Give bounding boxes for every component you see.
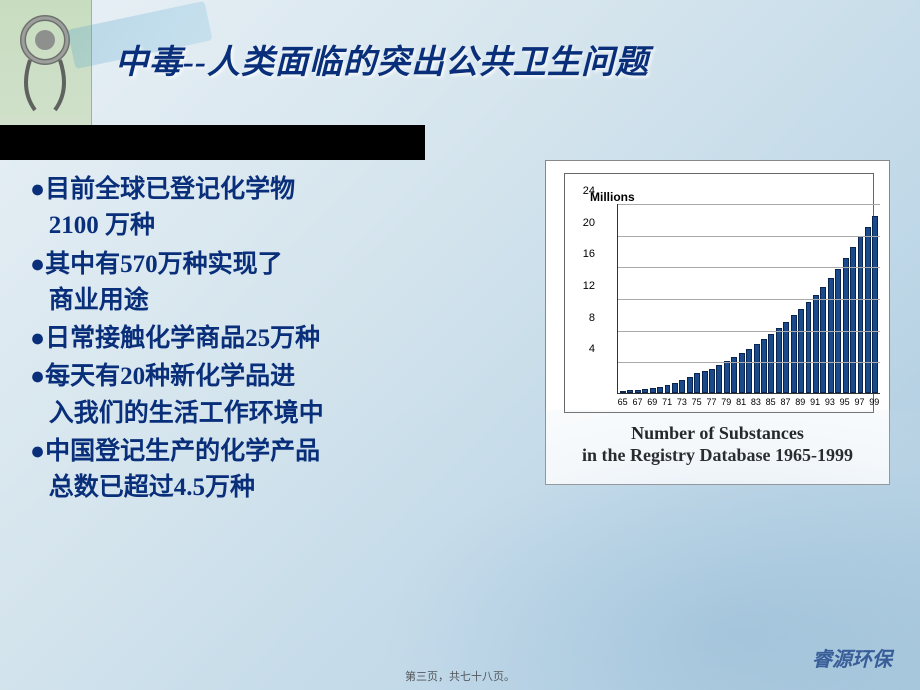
chart-bar <box>620 391 626 393</box>
chart-bar <box>635 390 641 393</box>
chart-bar <box>872 216 878 393</box>
chart-bar <box>776 328 782 393</box>
chart-x-tick: 85 <box>766 397 776 407</box>
bullet-item: ●其中有570万种实现了 商业用途 <box>30 247 510 320</box>
chart-x-tick: 83 <box>751 397 761 407</box>
chart-bar <box>672 383 678 393</box>
black-divider-bar <box>0 125 425 160</box>
chart-x-tick: 89 <box>795 397 805 407</box>
chart-bar <box>679 380 685 393</box>
chart-bar <box>650 388 656 393</box>
chart-x-tick: 69 <box>647 397 657 407</box>
chart-gridline <box>618 204 880 205</box>
chart-caption-line2: in the Registry Database 1965-1999 <box>582 445 853 465</box>
chart-y-axis-label: Millions <box>590 190 635 204</box>
bullet-item: ●目前全球已登记化学物 2100 万种 <box>30 172 510 245</box>
chart-bars <box>620 203 878 393</box>
bullet-item: ●中国登记生产的化学产品 总数已超过4.5万种 <box>30 434 510 507</box>
brand-label: 睿源环保 <box>812 643 892 672</box>
chart-y-tick: 24 <box>580 185 595 197</box>
chart-gridline <box>618 362 880 363</box>
chart-bar <box>709 369 715 393</box>
chart-bar <box>627 390 633 393</box>
chart-x-tick: 93 <box>825 397 835 407</box>
chart-x-tick: 65 <box>618 397 628 407</box>
chart-x-tick: 77 <box>706 397 716 407</box>
chart-bar <box>850 247 856 393</box>
chart-bar <box>783 322 789 393</box>
chart-bar <box>739 353 745 393</box>
bullet-item: ●日常接触化学商品25万种 <box>30 321 510 357</box>
slide-title: 中毒--人类面临的突出公共卫生问题 <box>115 35 649 83</box>
chart-bar <box>820 287 826 393</box>
chart-x-tick: 97 <box>854 397 864 407</box>
chart-bar <box>791 315 797 393</box>
chart-gridline <box>618 236 880 237</box>
chart-x-tick: 71 <box>662 397 672 407</box>
chart-x-tick: 87 <box>780 397 790 407</box>
chart-x-tick: 67 <box>632 397 642 407</box>
chart-bar <box>687 377 693 393</box>
chart-bar <box>865 227 871 393</box>
chart-container: Millions 65 67 69 71 73 75 77 79 81 83 85 87 89 91 93 9… <box>545 160 890 485</box>
chart-bar <box>642 389 648 393</box>
chart-bar <box>694 373 700 393</box>
chart-bar <box>746 349 752 393</box>
chart-bar <box>716 365 722 393</box>
chart-x-tick: 75 <box>692 397 702 407</box>
chart-bar <box>657 387 663 393</box>
chart-bar <box>761 339 767 393</box>
chart-y-tick: 12 <box>580 280 595 292</box>
chart-bar <box>813 295 819 393</box>
chart-bar <box>798 309 804 393</box>
chart-bar <box>702 371 708 393</box>
chart-x-tick: 99 <box>869 397 879 407</box>
chart-y-tick: 20 <box>580 217 595 229</box>
stethoscope-icon <box>10 10 80 120</box>
chart-x-tick: 91 <box>810 397 820 407</box>
chart-caption-line1: Number of Substances <box>631 423 804 443</box>
chart-x-tick: 81 <box>736 397 746 407</box>
chart-bar <box>724 361 730 393</box>
chart-bar <box>858 236 864 393</box>
chart-gridline <box>618 267 880 268</box>
chart-gridline <box>618 331 880 332</box>
chart-x-tick: 79 <box>721 397 731 407</box>
chart-bar <box>754 344 760 393</box>
chart-caption: Number of Substances in the Registry Dat… <box>546 423 889 466</box>
chart-x-tick: 73 <box>677 397 687 407</box>
chart-y-tick: 8 <box>580 312 595 324</box>
page-indicator: 第三页，共七十八页。 <box>405 668 515 684</box>
bullet-list: ●目前全球已登记化学物 2100 万种●其中有570万种实现了 商业用途●日常接… <box>30 172 510 508</box>
chart-y-tick: 4 <box>580 343 595 355</box>
chart-y-tick: 16 <box>580 248 595 260</box>
chart-plot-area <box>617 204 880 394</box>
chart-bar <box>828 278 834 393</box>
chart-gridline <box>618 299 880 300</box>
chart-bar <box>843 258 849 393</box>
chart-bar <box>665 385 671 393</box>
chart-plot-box: Millions 65 67 69 71 73 75 77 79 81 83 85 87 89 91 93 9… <box>564 173 874 413</box>
bullet-item: ●每天有20种新化学品进 入我们的生活工作环境中 <box>30 359 510 432</box>
chart-x-tick: 95 <box>840 397 850 407</box>
chart-bar <box>806 302 812 393</box>
